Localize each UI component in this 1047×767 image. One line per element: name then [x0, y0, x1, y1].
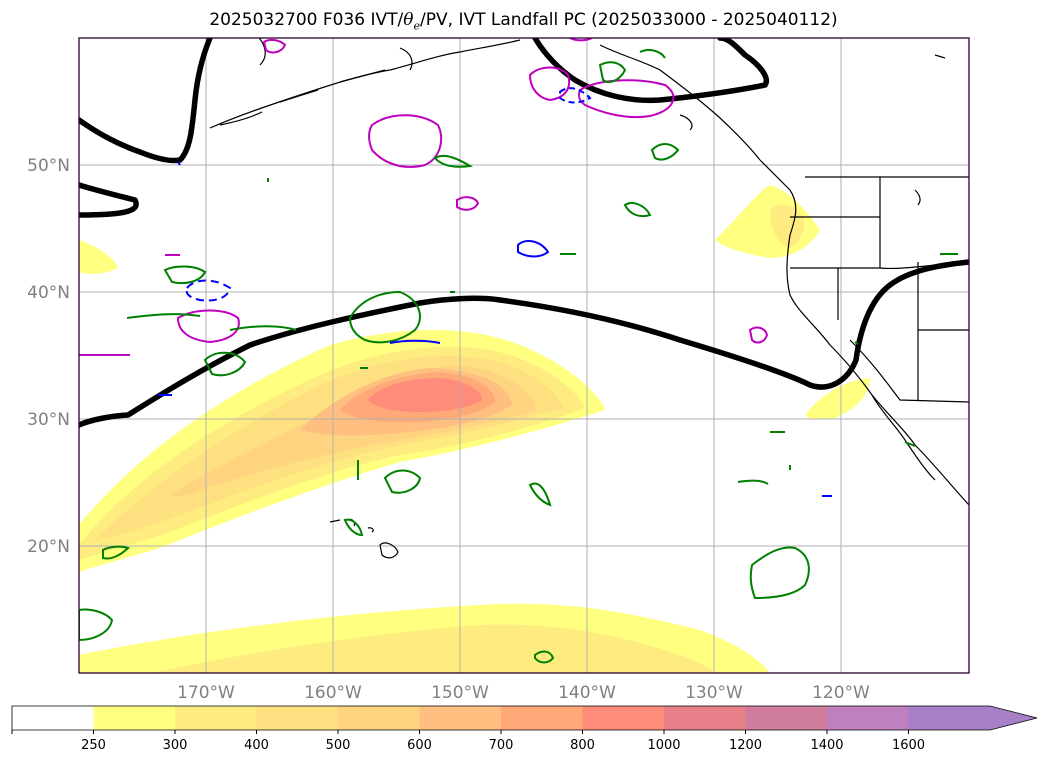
colorbar-tick-label: 400: [244, 738, 269, 753]
colorbar-swatch: [664, 706, 746, 730]
blue-small: [158, 161, 832, 497]
lon-label-170w: 170°W: [177, 683, 235, 703]
green-small-3: [623, 202, 652, 218]
green-small-7: [534, 650, 555, 664]
landfall-pc-contours: [79, 38, 969, 428]
title-suffix: /PV, IVT Landfall PC (2025033000 - 20250…: [420, 10, 838, 30]
ivt-250-nw: [79, 240, 118, 274]
magenta-dash-1: [79, 254, 180, 356]
green-hatched-3: [79, 608, 114, 642]
colorbar-swatches: [11, 705, 1038, 731]
title-theta-sub: e: [413, 19, 421, 33]
state-lines-1: [790, 177, 969, 320]
green-small-6: [102, 545, 130, 560]
colorbar-ticks: 250 300 400 500 600 700 800 1000 1200 1400 1600: [11, 730, 925, 753]
colorbar-swatch: [256, 706, 339, 730]
colorbar: 250 300 400 500 600 700 800 1000 1200 1400 1600: [11, 705, 1038, 753]
lat-label-40: 40°N: [27, 283, 70, 303]
ivt-300-south: [150, 624, 715, 673]
bc-coast: [759, 159, 797, 236]
baja-california: [871, 394, 936, 481]
colorbar-extend-arrow: [989, 706, 1037, 730]
colorbar-tick-label: 500: [326, 738, 351, 753]
magenta-small-1: [456, 196, 480, 211]
colorbar-tick-label: 1600: [892, 738, 925, 753]
lon-label-120w: 120°W: [812, 683, 870, 703]
title-theta: θ: [403, 10, 414, 30]
pc-nw-contour: [79, 38, 213, 164]
colorbar-tick-label: 1200: [729, 738, 762, 753]
green-small-4: [528, 482, 552, 507]
blue-dashed-2: [559, 87, 592, 104]
colorbar-tick-label: 1000: [647, 738, 680, 753]
lon-label-140w: 140°W: [558, 683, 616, 703]
green-hatched-4: [383, 469, 422, 494]
colorbar-tick-label: 800: [570, 738, 595, 753]
colorbar-tick-label: 700: [489, 738, 514, 753]
gridlines: [79, 38, 969, 673]
lon-label-160w: 160°W: [304, 683, 362, 703]
lat-axis: 50°N 40°N 30°N 20°N: [27, 156, 70, 557]
magenta-small-3: [748, 326, 769, 344]
magenta-small-2: [262, 38, 287, 54]
lon-label-130w: 130°W: [685, 683, 743, 703]
colorbar-swatch: [93, 706, 176, 730]
colorbar-swatch: [908, 706, 991, 730]
map-area: [79, 38, 969, 673]
magenta-lens-1: [176, 309, 240, 344]
lat-label-50: 50°N: [27, 156, 70, 176]
ivt-800-core: [368, 378, 482, 412]
us-west-coast: [786, 234, 969, 506]
green-line-1: [126, 49, 958, 485]
pc-ne-contour: [532, 38, 769, 104]
alaska-gulf-coast: [599, 44, 761, 161]
colorbar-swatch: [501, 706, 583, 730]
green-small-8: [433, 154, 473, 168]
blue-solid-2: [389, 339, 441, 344]
lat-label-20: 20°N: [27, 537, 70, 557]
colorbar-swatch: [175, 706, 257, 730]
colorbar-swatch: [12, 706, 94, 730]
pv-contours: [79, 38, 958, 664]
colorbar-tick-label: 600: [407, 738, 432, 753]
colorbar-tick-label: 250: [81, 738, 106, 753]
ivt-250-socal: [805, 378, 870, 420]
colorbar-swatch: [582, 706, 665, 730]
green-small-1: [598, 61, 627, 83]
green-small-5: [343, 518, 364, 537]
colorbar-outline: [11, 705, 1038, 731]
colorbar-swatch: [745, 706, 828, 730]
green-contours: [79, 49, 958, 664]
colorbar-swatch: [338, 706, 420, 730]
chart-title: 2025032700 F036 IVT/θe/PV, IVT Landfall …: [0, 10, 1047, 32]
magenta-hatched-1: [368, 114, 443, 168]
colorbar-tick-label: 1400: [810, 738, 843, 753]
green-small-2: [650, 143, 680, 161]
pc-main-contour: [79, 259, 969, 428]
colorbar-swatch: [827, 706, 909, 730]
colorbar-swatch: [419, 706, 502, 730]
title-prefix: 2025032700 F036 IVT/: [209, 10, 404, 30]
green-hatched-1: [348, 290, 421, 344]
map-frame: [78, 37, 970, 674]
green-hatched-2: [749, 546, 810, 600]
blue-solid-1: [517, 239, 550, 258]
coastlines: [209, 38, 969, 559]
green-blob-1: [163, 265, 207, 285]
pc-nw-contour-2: [79, 182, 139, 218]
green-dots: [267, 178, 859, 480]
blue-contours: [158, 87, 832, 497]
magenta-contours: [79, 38, 769, 356]
lon-axis: 170°W 160°W 150°W 140°W 130°W 120°W: [177, 683, 870, 703]
green-hatched-5: [203, 351, 247, 377]
alaska-aleutians: [209, 39, 521, 129]
lat-label-30: 30°N: [27, 410, 70, 430]
blue-dashed-1: [185, 279, 232, 302]
alaska-peninsula: [219, 69, 386, 126]
colorbar-tick-label: 300: [163, 738, 188, 753]
lon-label-150w: 150°W: [431, 683, 489, 703]
